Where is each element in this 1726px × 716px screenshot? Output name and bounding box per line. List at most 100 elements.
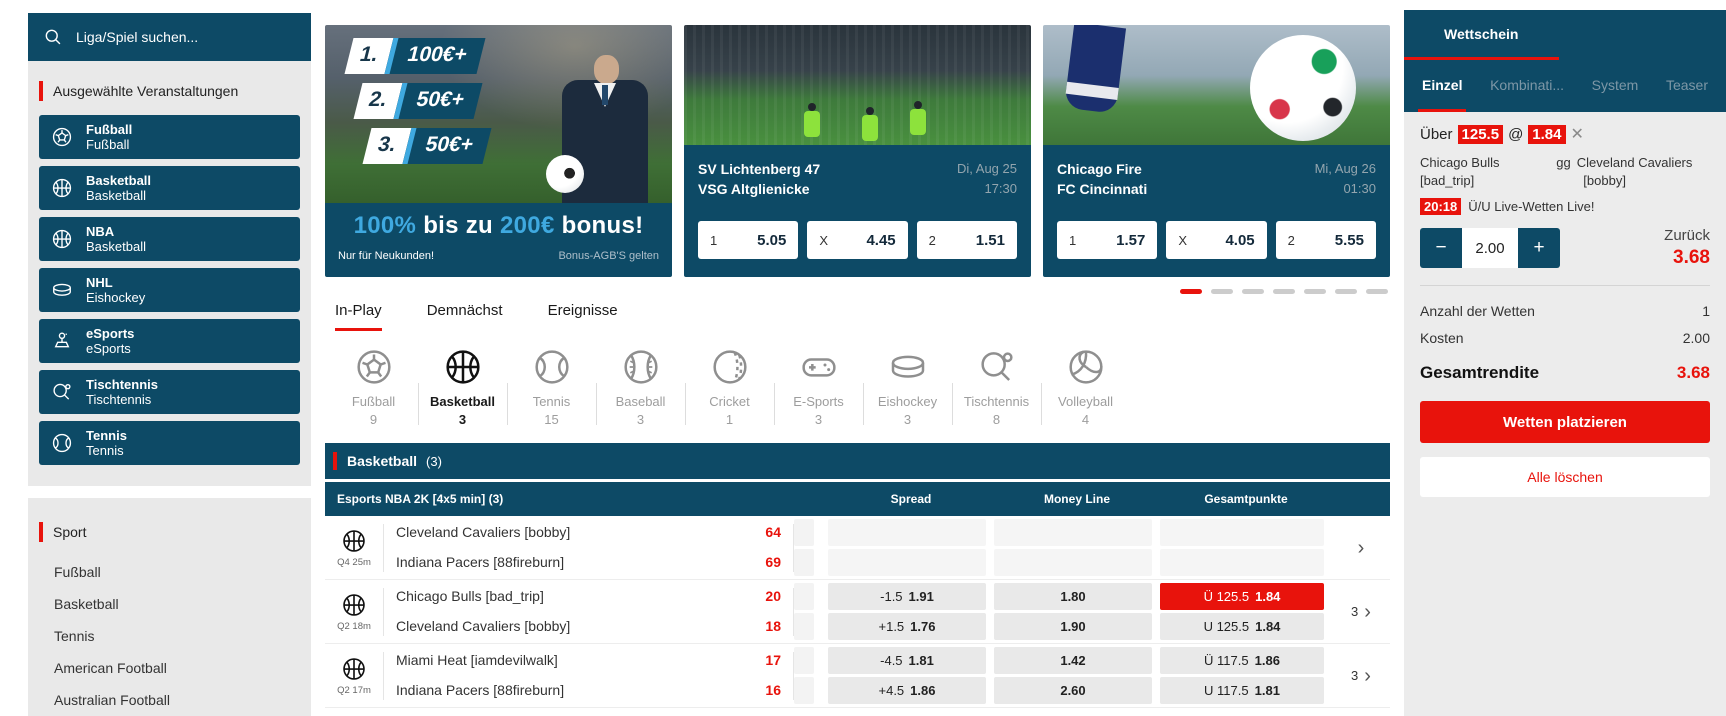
filter-esports[interactable]: E-Sports 3: [774, 345, 863, 427]
moneyline-away-cell[interactable]: 2.60: [994, 677, 1152, 704]
carousel-dot[interactable]: [1304, 289, 1326, 294]
filter-eishockey[interactable]: Eishockey 3: [863, 345, 952, 427]
spread-home-cell[interactable]: -4.5 1.81: [828, 647, 986, 674]
odds-button-draw[interactable]: X 4.05: [1166, 221, 1267, 259]
tab-in-play[interactable]: In-Play: [335, 302, 382, 331]
spread-away-cell[interactable]: +4.5 1.86: [828, 677, 986, 704]
bet-count-value: 1: [1702, 303, 1710, 319]
home-team: Miami Heat [iamdevilwalk]: [396, 652, 558, 668]
more-markets-link[interactable]: 3 ›: [1332, 666, 1390, 686]
table-tennis-icon: [51, 381, 73, 403]
away-team: Indiana Pacers [88fireburn]: [396, 682, 565, 698]
sidebar-item-fussball[interactable]: Fußball Fußball: [39, 115, 300, 159]
sport-link-fussball[interactable]: Fußball: [54, 564, 101, 580]
match-photo: [684, 25, 1031, 145]
sport-link-basketball[interactable]: Basketball: [54, 596, 119, 612]
carousel-dot[interactable]: [1211, 289, 1233, 294]
player-leg-image: [1063, 25, 1127, 114]
sport-link-tennis[interactable]: Tennis: [54, 628, 95, 644]
featured-panel: Ausgewählte Veranstaltungen FußballFußba…: [28, 13, 311, 486]
close-icon[interactable]: ✕: [1570, 126, 1584, 143]
tab-einzel[interactable]: Einzel: [1418, 60, 1467, 112]
odds-button-draw[interactable]: X 4.45: [807, 221, 908, 259]
away-score: 16: [765, 682, 781, 698]
hockey-puck-icon: [888, 347, 928, 387]
total-return-value: 3.68: [1676, 363, 1710, 382]
sidebar-item-nba[interactable]: NBA Basketball: [39, 217, 300, 261]
total-under-cell[interactable]: U 125.5 1.84: [1160, 613, 1324, 640]
section-header-basketball[interactable]: Basketball (3): [325, 443, 1390, 479]
bet-home-team: Chicago Bulls: [1420, 155, 1500, 170]
promo-photo: 1. 100€+ 2. 50€+ 3. 50€+: [325, 25, 672, 203]
bet-vs: gg: [1556, 155, 1571, 170]
odds-button-home[interactable]: 1 5.05: [698, 221, 799, 259]
filter-cricket[interactable]: Cricket 1: [685, 345, 774, 427]
promo-banner[interactable]: 1. 100€+ 2. 50€+ 3. 50€+: [325, 25, 672, 277]
game-clock: Q2 17m: [337, 684, 371, 696]
carousel-dot[interactable]: [1180, 289, 1202, 294]
joystick-icon: [51, 330, 73, 352]
column-header-moneyline: Money Line: [1043, 492, 1110, 506]
stake-increase-button[interactable]: +: [1518, 228, 1560, 268]
sport-link-australian-football[interactable]: Australian Football: [54, 692, 170, 708]
filter-basketball[interactable]: Basketball 3: [418, 345, 507, 427]
betslip-title: Wettschein: [1444, 26, 1519, 42]
moneyline-home-cell[interactable]: 1.80: [994, 583, 1152, 610]
odds-button-away[interactable]: 2 5.55: [1275, 221, 1376, 259]
filter-volleyball[interactable]: Volleyball 4: [1041, 345, 1130, 427]
sidebar-item-tischtennis[interactable]: Tischtennis Tischtennis: [39, 370, 300, 414]
sidebar-item-nhl[interactable]: NHL Eishockey: [39, 268, 300, 312]
tab-demnaechst[interactable]: Demnächst: [426, 302, 503, 319]
moneyline-away-cell[interactable]: 1.90: [994, 613, 1152, 640]
home-team: SV Lichtenberg 47: [698, 161, 821, 177]
spread-cell-empty: [828, 549, 986, 576]
soccer-ball-image: [1250, 35, 1356, 141]
sidebar-item-esports[interactable]: eSports eSports: [39, 319, 300, 363]
search-bar[interactable]: [28, 13, 311, 61]
carousel-dot[interactable]: [1273, 289, 1295, 294]
more-markets-link[interactable]: ›: [1332, 538, 1390, 558]
bet-count-label: Anzahl der Wetten: [1420, 303, 1535, 319]
clear-all-button[interactable]: Alle löschen: [1420, 457, 1710, 497]
bet-odds-value: 1.84: [1528, 124, 1566, 144]
total-over-cell-selected[interactable]: Ü 125.5 1.84: [1160, 583, 1324, 610]
match-row-1: Q4 25m Cleveland Cavaliers [bobby] India…: [325, 516, 1390, 580]
odds-button-away[interactable]: 2 1.51: [916, 221, 1017, 259]
carousel-dot[interactable]: [1366, 289, 1388, 294]
total-over-cell[interactable]: Ü 117.5 1.86: [1160, 647, 1324, 674]
filter-baseball[interactable]: Baseball 3: [596, 345, 685, 427]
filter-fussball[interactable]: Fußball 9: [329, 345, 418, 427]
tab-teaser[interactable]: Teaser: [1665, 76, 1708, 93]
filter-tennis[interactable]: Tennis 15: [507, 345, 596, 427]
tab-kombination[interactable]: Kombinati...: [1490, 76, 1565, 93]
accent-bar: [39, 522, 43, 542]
accent-bar: [333, 452, 337, 470]
tab-ereignisse[interactable]: Ereignisse: [547, 302, 618, 319]
spread-home-cell[interactable]: -1.5 1.91: [828, 583, 986, 610]
soccer-ball-image: [546, 155, 584, 193]
tab-system[interactable]: System: [1591, 76, 1639, 93]
more-markets-link[interactable]: 3 ›: [1332, 602, 1390, 622]
basketball-icon: [341, 528, 367, 554]
match-banner-body: Chicago Fire FC Cincinnati Mi, Aug 26 01…: [1043, 145, 1390, 277]
place-bets-button[interactable]: Wetten platzieren: [1420, 401, 1710, 443]
carousel-dot[interactable]: [1335, 289, 1357, 294]
search-input[interactable]: [76, 29, 276, 45]
away-team: VSG Altglienicke: [698, 181, 810, 197]
betslip-panel: Wettschein Einzel Kombinati... System Te…: [1404, 10, 1726, 716]
odds-button-home[interactable]: 1 1.57: [1057, 221, 1158, 259]
volleyball-icon: [1066, 347, 1106, 387]
sidebar-item-basketball[interactable]: Basketball Basketball: [39, 166, 300, 210]
spread-away-cell[interactable]: +1.5 1.76: [828, 613, 986, 640]
filter-tischtennis[interactable]: Tischtennis 8: [952, 345, 1041, 427]
stake-decrease-button[interactable]: −: [1420, 228, 1462, 268]
carousel-dot[interactable]: [1242, 289, 1264, 294]
basketball-icon: [443, 347, 483, 387]
sport-link-american-football[interactable]: American Football: [54, 660, 167, 676]
sidebar-item-tennis[interactable]: Tennis Tennis: [39, 421, 300, 465]
moneyline-home-cell[interactable]: 1.42: [994, 647, 1152, 674]
total-under-cell[interactable]: U 117.5 1.81: [1160, 677, 1324, 704]
betslip-tabs: Einzel Kombinati... System Teaser: [1404, 60, 1726, 112]
stake-input[interactable]: 2.00: [1462, 228, 1518, 268]
